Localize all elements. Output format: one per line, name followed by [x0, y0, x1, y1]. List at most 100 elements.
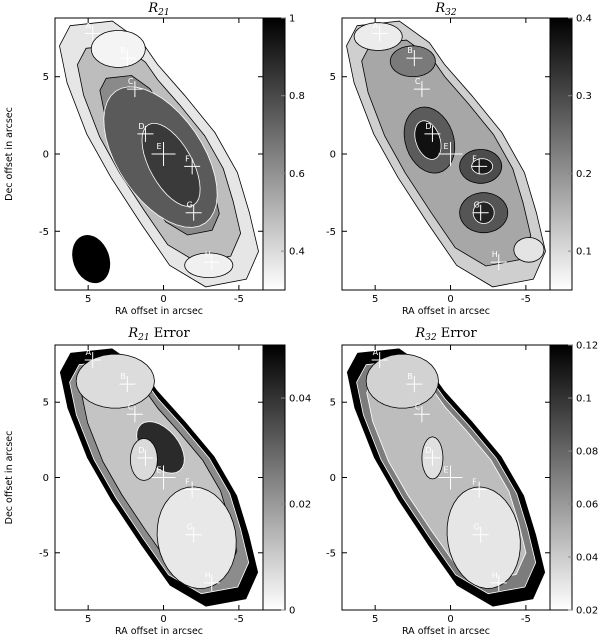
- colorbar-tick-label: 0.4: [576, 14, 592, 25]
- colorbar-tick-label: 0.8: [289, 91, 305, 102]
- title-subscript: 21: [137, 333, 149, 343]
- contour-level-6: [90, 30, 146, 68]
- title-main: R: [147, 1, 158, 16]
- panel-title: R32 Error: [414, 326, 477, 343]
- marker-a: A: [84, 21, 101, 42]
- y-axis-label: Dec offset in arcsec: [4, 431, 15, 525]
- intensity-map: A B C D E F G H: [59, 20, 259, 288]
- x-tick-label: -5: [234, 614, 244, 625]
- y-tick-label: -5: [39, 548, 49, 559]
- marker-g: G: [185, 201, 202, 221]
- colorbar-tick-label: 0.04: [576, 553, 598, 564]
- intensity-map: A B C D E F G H: [59, 347, 259, 608]
- marker-f: F: [184, 154, 201, 175]
- x-axis-label: RA offset in arcsec: [402, 626, 490, 637]
- marker-e: E: [151, 465, 176, 490]
- marker-label: A: [86, 348, 92, 357]
- x-tick-label: 5: [85, 294, 91, 305]
- marker-label: D: [138, 122, 144, 131]
- marker-label: H: [492, 250, 498, 259]
- panel-1: R21 A B C D E F G H 5 0 -5 5 0 -5 RA offset in arcsec De…: [4, 1, 305, 317]
- marker-d: D: [424, 446, 441, 466]
- marker-label: G: [474, 523, 480, 532]
- marker-e: E: [438, 142, 463, 166]
- marker-label: D: [138, 446, 144, 455]
- marker-label: C: [415, 77, 421, 86]
- title-main: R: [434, 1, 445, 16]
- panel-title: R21: [147, 1, 169, 18]
- title-subscript: 21: [157, 8, 169, 18]
- y-tick-label: -5: [326, 548, 336, 559]
- colorbar-tick-label: 0.08: [576, 447, 598, 458]
- title-main: R: [414, 326, 425, 341]
- colorbar-tick-label: 0.02: [576, 606, 598, 617]
- marker-label: A: [86, 21, 92, 30]
- marker-label: E: [444, 466, 449, 475]
- contour-level-3: [353, 22, 403, 51]
- marker-label: F: [472, 154, 477, 163]
- colorbar-tick-label: 0.12: [576, 341, 598, 352]
- y-tick-label: 0: [43, 473, 49, 484]
- contour-level-4: [389, 45, 436, 77]
- colorbar: [262, 344, 286, 611]
- x-tick-label: 5: [372, 294, 378, 305]
- marker-label: B: [120, 46, 126, 55]
- contour-level-5: [446, 486, 521, 589]
- marker-b: B: [119, 372, 136, 393]
- colorbar-tick-label: 0.4: [289, 247, 305, 258]
- marker-c: C: [126, 402, 143, 423]
- colorbar-tick-label: 1: [289, 14, 295, 25]
- marker-d: D: [424, 122, 441, 142]
- y-tick-label: 5: [330, 398, 336, 409]
- y-tick-label: 0: [43, 150, 49, 161]
- marker-c: C: [413, 402, 430, 423]
- marker-label: E: [157, 142, 162, 151]
- x-tick-label: 5: [372, 614, 378, 625]
- contour-level-4: [75, 353, 155, 409]
- marker-label: C: [128, 77, 134, 86]
- colorbar: [549, 344, 573, 611]
- marker-h: H: [490, 250, 507, 271]
- title-suffix: Error: [437, 326, 478, 341]
- x-axis-label: RA offset in arcsec: [402, 306, 490, 317]
- marker-b: B: [119, 46, 136, 67]
- y-tick-label: -5: [326, 227, 336, 238]
- colorbar-tick-label: 0.1: [576, 394, 592, 405]
- colorbar-tick-label: 0.3: [576, 91, 592, 102]
- contour-level-7: [129, 437, 158, 481]
- y-tick-label: 0: [330, 473, 336, 484]
- marker-c: C: [126, 77, 143, 98]
- marker-label: H: [205, 250, 211, 259]
- marker-a: A: [371, 21, 388, 42]
- marker-label: G: [187, 201, 193, 210]
- marker-d: D: [137, 122, 154, 142]
- marker-f: F: [471, 154, 488, 175]
- contour-level-7: [184, 252, 234, 279]
- y-tick-label: -5: [39, 227, 49, 238]
- y-tick-label: 0: [330, 150, 336, 161]
- marker-label: D: [425, 446, 431, 455]
- colorbar-tick-label: 0.06: [576, 500, 598, 511]
- x-tick-label: 0: [160, 614, 166, 625]
- marker-h: H: [490, 571, 507, 591]
- marker-g: G: [472, 523, 489, 543]
- x-axis-label: RA offset in arcsec: [115, 626, 203, 637]
- contour-level-11: [513, 237, 545, 263]
- marker-label: B: [120, 372, 126, 381]
- colorbar-tick-label: 0.2: [576, 169, 592, 180]
- panel-4: R32 Error A B C D E F G H 5 0 -5 5 0 -5 RA offset in ar…: [326, 326, 598, 637]
- marker-label: F: [185, 478, 190, 487]
- intensity-map: A B C D E F G H: [346, 347, 546, 608]
- title-main: R: [127, 326, 138, 341]
- x-tick-label: 0: [160, 294, 166, 305]
- panel-2: R32 A B C D E F G H 5 0 -5 5 0 -5 RA offset in arcsec 0.…: [326, 1, 592, 317]
- colorbar-tick-label: 0.04: [289, 394, 311, 405]
- title-subscript: 32: [445, 8, 457, 18]
- marker-h: H: [203, 250, 220, 271]
- marker-f: F: [184, 478, 201, 498]
- marker-label: F: [472, 478, 477, 487]
- marker-label: A: [373, 348, 379, 357]
- intensity-map: A B C D E F G H: [346, 20, 546, 288]
- marker-label: E: [444, 142, 449, 151]
- colorbar: [549, 17, 573, 291]
